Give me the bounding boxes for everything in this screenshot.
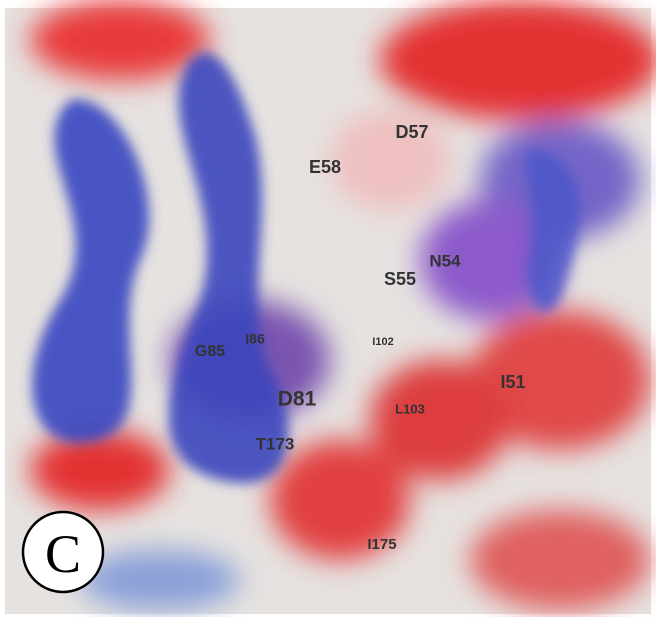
- residue-label: S55: [384, 269, 416, 289]
- residue-label: D57: [395, 122, 428, 142]
- residue-label: I102: [372, 336, 393, 348]
- residue-label: I175: [367, 536, 396, 553]
- residue-label: D81: [278, 388, 317, 411]
- residue-label: I51: [500, 372, 525, 392]
- surface-image: C D57 E58 N54 S55 I86 G85 I102 D81 L103 I51 T173 I1…: [0, 0, 656, 617]
- residue-label: I86: [245, 331, 265, 347]
- panel-label: C: [45, 524, 81, 584]
- residue-label: E58: [309, 157, 341, 177]
- residue-label: N54: [429, 251, 461, 270]
- residue-label: L103: [395, 401, 425, 416]
- residue-label: T173: [256, 434, 295, 453]
- residue-label: G85: [195, 343, 225, 360]
- page: C D57 E58 N54 S55 I86 G85 I102 D81 L103 I51 T173 I1…: [0, 0, 656, 617]
